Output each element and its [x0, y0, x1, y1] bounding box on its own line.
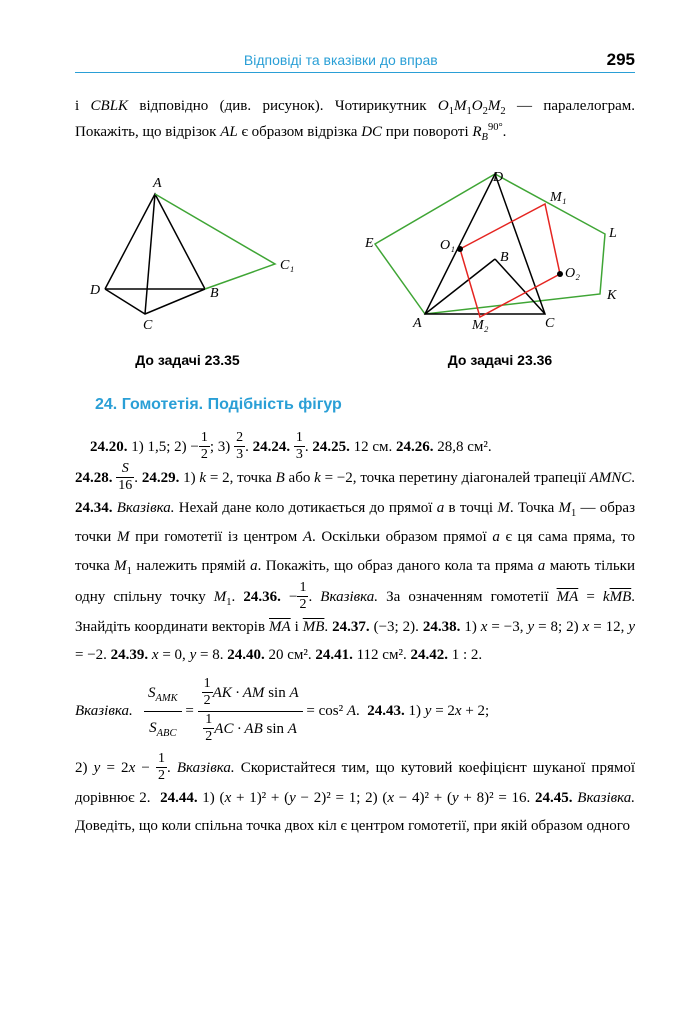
- caption-2: До задачі 23.36: [365, 352, 635, 368]
- n: 24.20.: [90, 438, 128, 454]
- label-O1: O₁: [440, 238, 455, 253]
- header-title: Відповіді та вказівки до вправ: [75, 52, 607, 68]
- section-title: 24. Гомотетія. Подібність фігур: [95, 396, 635, 414]
- diagrams-row: A B C C₁ D До задачі 23.35 A B C D E K L…: [75, 169, 635, 368]
- answers-block: 24.20. 1) 1,5; 2) −12; 3) 23. 24.24. 13.…: [75, 432, 635, 841]
- label-C: C: [545, 316, 555, 331]
- label-C: C: [143, 318, 153, 333]
- text: при повороті: [382, 124, 472, 140]
- label-O2: O₂: [565, 266, 580, 281]
- section-name: Гомотетія. Подібність фігур: [122, 396, 342, 413]
- diagram-svg-1: A B C C₁ D: [75, 169, 300, 339]
- sub: B: [482, 132, 488, 143]
- label-D: D: [89, 283, 100, 298]
- label-C1: C₁: [280, 258, 294, 273]
- header-underline: [75, 72, 635, 73]
- label-D: D: [492, 170, 503, 185]
- label-M1: M₁: [549, 190, 567, 205]
- cblk: CBLK: [91, 98, 129, 114]
- caption-1: До задачі 23.35: [75, 352, 300, 368]
- label-A: A: [152, 176, 162, 191]
- sup: 90°: [488, 122, 503, 133]
- m: M: [454, 98, 467, 114]
- diagram-23-36: A B C D E K L M₁ M₂ O₁ O₂ До задачі 23.3…: [365, 169, 635, 368]
- r: R: [472, 124, 481, 140]
- intro-paragraph: і CBLK відповідно (див. рисунок). Чотири…: [75, 95, 635, 147]
- text: відповідно (див. рисунок). Чотирикутник: [128, 98, 438, 114]
- label-M2: M₂: [471, 318, 489, 333]
- label-K: K: [606, 288, 617, 303]
- text: і: [75, 98, 91, 114]
- diagram-23-35: A B C C₁ D До задачі 23.35: [75, 169, 300, 368]
- page-header: Відповіді та вказівки до вправ 295: [75, 50, 635, 70]
- label-L: L: [608, 226, 617, 241]
- text: є образом відрізка: [238, 124, 361, 140]
- period: .: [503, 124, 507, 140]
- m: M: [488, 98, 501, 114]
- label-B: B: [500, 250, 509, 265]
- al: AL: [220, 124, 238, 140]
- label-E: E: [365, 236, 374, 251]
- label-B: B: [210, 286, 219, 301]
- label-A: A: [412, 316, 422, 331]
- dc: DC: [361, 124, 382, 140]
- o: O: [438, 98, 449, 114]
- o: O: [472, 98, 483, 114]
- page-number: 295: [607, 50, 635, 70]
- section-number: 24.: [95, 396, 117, 413]
- diagram-svg-2: A B C D E K L M₁ M₂ O₁ O₂: [365, 169, 635, 339]
